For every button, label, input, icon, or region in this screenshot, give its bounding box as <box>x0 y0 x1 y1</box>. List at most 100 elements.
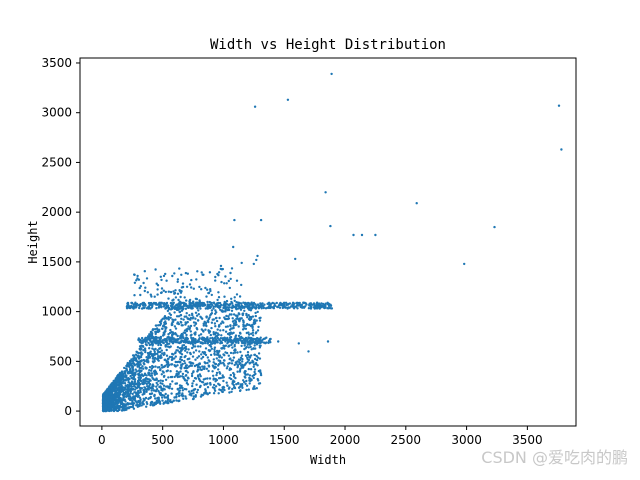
data-point <box>313 307 316 310</box>
data-point <box>223 295 226 298</box>
data-point <box>185 285 189 288</box>
data-point <box>174 296 178 299</box>
data-point <box>178 267 181 270</box>
data-point <box>175 307 179 310</box>
data-point <box>207 364 210 367</box>
data-point <box>218 359 222 363</box>
data-point <box>153 341 156 344</box>
data-point <box>130 306 134 309</box>
data-point <box>185 321 188 325</box>
data-point <box>176 280 179 283</box>
y-tick-label: 1000 <box>41 305 72 319</box>
data-point <box>231 387 234 391</box>
data-point <box>210 303 213 306</box>
data-point <box>218 354 222 357</box>
data-point <box>139 390 142 394</box>
data-point <box>105 403 108 406</box>
data-point <box>242 320 245 323</box>
data-point <box>200 357 203 360</box>
data-point <box>215 334 219 338</box>
data-point <box>177 315 181 318</box>
data-point <box>145 390 148 393</box>
data-point <box>193 303 196 307</box>
data-point <box>209 288 212 291</box>
data-point <box>116 398 120 401</box>
data-point <box>199 333 203 336</box>
data-point <box>193 376 197 380</box>
data-point <box>217 271 221 274</box>
data-point <box>180 384 183 388</box>
data-point <box>181 339 184 342</box>
data-point <box>216 336 219 340</box>
data-point <box>229 331 233 334</box>
data-point <box>201 351 204 354</box>
data-point <box>192 388 195 391</box>
data-point <box>167 290 170 293</box>
data-point <box>278 304 281 307</box>
data-point <box>191 384 194 388</box>
data-point <box>277 340 280 343</box>
data-point <box>183 296 186 299</box>
data-point <box>208 391 211 395</box>
data-point <box>298 301 301 305</box>
data-point <box>216 305 219 308</box>
data-point <box>191 355 195 358</box>
data-point <box>209 340 212 343</box>
data-point <box>557 104 561 107</box>
data-point <box>268 338 272 341</box>
data-point <box>254 306 258 309</box>
data-point <box>276 305 280 309</box>
data-point <box>120 370 124 373</box>
data-point <box>150 372 154 375</box>
data-point <box>116 384 119 387</box>
data-point <box>182 318 185 321</box>
data-point <box>178 341 181 345</box>
data-point <box>128 306 131 310</box>
y-tick-label: 3000 <box>41 106 72 120</box>
data-point <box>197 355 201 358</box>
data-point <box>122 407 126 411</box>
data-point <box>233 373 236 376</box>
data-point <box>186 366 189 370</box>
data-point <box>126 363 129 366</box>
data-point <box>249 345 252 349</box>
data-point <box>202 273 205 276</box>
data-point <box>307 307 311 310</box>
data-point <box>210 347 214 350</box>
data-point <box>219 337 223 340</box>
data-point <box>225 314 228 318</box>
data-point <box>155 388 159 391</box>
data-point <box>181 333 184 337</box>
data-point <box>209 337 212 340</box>
data-point <box>109 398 112 401</box>
data-point <box>134 306 137 309</box>
data-point <box>139 351 142 355</box>
data-point <box>230 313 233 316</box>
data-point <box>172 353 175 356</box>
data-point <box>141 393 144 396</box>
data-point <box>207 320 210 324</box>
data-point <box>279 301 282 305</box>
data-point <box>147 397 151 400</box>
data-point <box>163 315 167 318</box>
data-point <box>232 339 235 342</box>
data-point <box>159 347 162 350</box>
data-point <box>203 322 206 325</box>
data-point <box>181 282 185 285</box>
data-point <box>223 347 226 350</box>
data-point <box>217 296 221 299</box>
data-point <box>129 383 133 386</box>
data-point <box>214 380 217 383</box>
data-point <box>168 385 171 388</box>
data-point <box>145 382 149 386</box>
data-point <box>129 405 132 409</box>
data-point <box>263 303 266 306</box>
data-point <box>226 384 229 387</box>
data-point <box>139 399 142 402</box>
data-point <box>194 311 198 314</box>
data-point <box>207 329 210 332</box>
data-point <box>204 324 208 327</box>
data-point <box>157 389 160 393</box>
data-point <box>205 337 208 340</box>
data-point <box>231 380 235 383</box>
